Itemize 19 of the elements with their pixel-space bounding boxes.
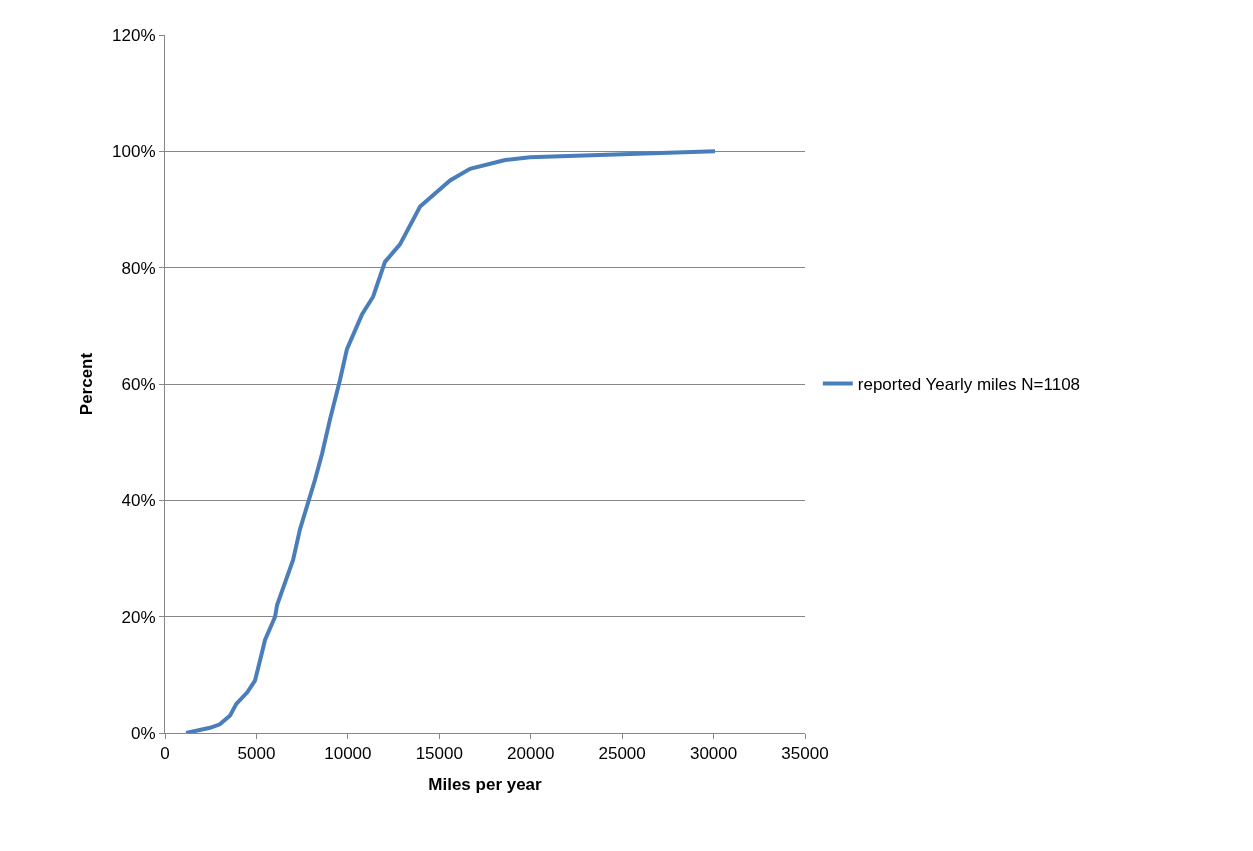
x-tick-label: 30000 xyxy=(689,744,738,764)
y-tick-label: 120% xyxy=(112,25,156,45)
x-tick-label: 25000 xyxy=(598,744,646,764)
y-tick-label: 20% xyxy=(121,607,156,627)
y-axis-title: Percent xyxy=(76,352,96,416)
x-tick-label: 20000 xyxy=(507,744,555,764)
y-tick-label: 40% xyxy=(121,491,156,511)
x-axis-title: Miles per year xyxy=(428,774,543,794)
x-tick-label: 10000 xyxy=(324,744,372,764)
y-tick-label: 0% xyxy=(131,723,156,743)
y-tick-label: 100% xyxy=(112,142,156,162)
line-series xyxy=(184,149,718,733)
x-tick-label: 0 xyxy=(160,744,170,764)
legend-label: reported Yearly miles N=1108 xyxy=(857,375,1081,395)
y-tick-label: 80% xyxy=(121,258,156,278)
x-tick-label: 15000 xyxy=(415,744,463,764)
y-tick-label: 60% xyxy=(121,374,156,394)
x-tick-label: 35000 xyxy=(781,744,829,764)
x-tick-label: 5000 xyxy=(237,744,276,764)
